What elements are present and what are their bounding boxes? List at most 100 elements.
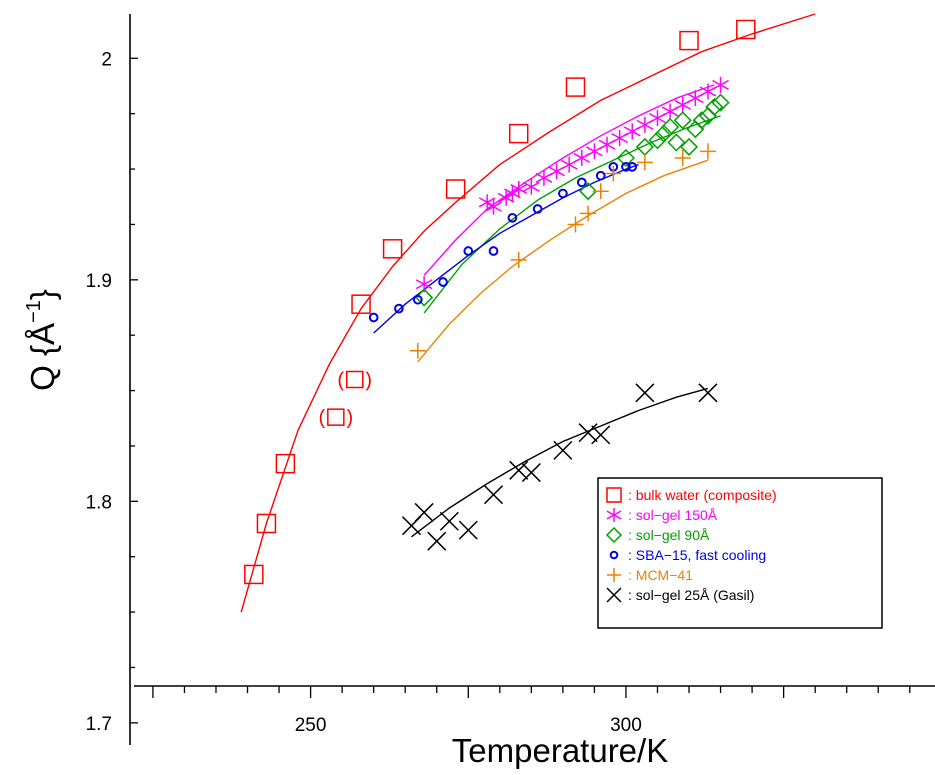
circle-mark xyxy=(558,188,568,199)
x-marker xyxy=(509,460,529,480)
x-stroke-b xyxy=(635,383,655,403)
x-tick-label: 300 xyxy=(610,715,642,736)
plus-marker xyxy=(592,183,609,200)
circle-marker xyxy=(576,177,587,188)
plus-marker xyxy=(699,143,716,160)
circle-marker xyxy=(558,188,568,199)
star-marker xyxy=(586,143,603,160)
star-d2 xyxy=(606,510,622,520)
circle-mark xyxy=(595,170,606,181)
plus-marker xyxy=(510,251,527,268)
square-bracketed-marker: () xyxy=(318,407,353,429)
legend-label: : MCM−41 xyxy=(628,567,693,583)
square-mark xyxy=(327,408,345,426)
x-stroke-b xyxy=(698,383,718,403)
x-marker xyxy=(578,423,598,443)
square-marker xyxy=(445,179,466,199)
x-marker xyxy=(698,383,718,403)
close-paren: ) xyxy=(365,370,372,392)
x-stroke-b xyxy=(606,587,622,603)
x-stroke-b xyxy=(427,531,447,551)
x-tick-label: 250 xyxy=(295,715,327,736)
diamond-marker xyxy=(579,182,598,201)
square-bracketed-marker: () xyxy=(337,370,372,392)
circle-mark xyxy=(463,246,474,256)
diamond-marker xyxy=(661,117,680,137)
star-marker xyxy=(504,185,521,202)
square-mark xyxy=(736,19,756,40)
y-tick-label: 1.7 xyxy=(86,714,112,735)
square-mark xyxy=(275,453,296,474)
square-marker xyxy=(679,30,699,51)
square-mark xyxy=(508,123,529,144)
diamond-marker xyxy=(679,137,699,156)
star-marker xyxy=(573,149,591,166)
circle-mark xyxy=(412,294,423,305)
square-mark xyxy=(606,487,622,503)
plus-marker xyxy=(580,205,597,222)
circle-marker xyxy=(463,246,474,256)
diamond-marker xyxy=(705,97,724,117)
x-marker xyxy=(635,383,655,403)
star-marker xyxy=(636,116,654,133)
x-stroke-b xyxy=(509,460,529,480)
star-marker xyxy=(686,90,704,107)
plus-marker xyxy=(605,165,622,182)
square-mark xyxy=(382,239,403,259)
x-marker xyxy=(427,531,447,551)
circle-marker xyxy=(368,312,379,323)
legend-items: : bulk water (composite): sol−gel 150Å: … xyxy=(605,487,777,603)
circle-mark xyxy=(621,161,631,172)
diamond-mark xyxy=(654,124,673,143)
series-4-points xyxy=(368,161,638,323)
x-stroke-b xyxy=(553,440,573,460)
legend-label: : sol−gel 150Å xyxy=(628,507,718,523)
legend: : bulk water (composite): sol−gel 150Å: … xyxy=(597,477,883,629)
circle-marker xyxy=(412,294,423,305)
star-marker xyxy=(598,136,616,153)
star-d2 xyxy=(497,192,515,203)
x-marker xyxy=(521,463,541,483)
fit-line-5 xyxy=(417,159,709,363)
square-mark xyxy=(351,294,371,314)
plus-marker xyxy=(567,216,584,233)
diamond-marker xyxy=(692,111,711,130)
star-marker xyxy=(649,110,666,127)
star-marker xyxy=(560,156,578,173)
diamond-marker xyxy=(415,288,434,307)
fit-line-6 xyxy=(411,387,709,538)
square-mark xyxy=(565,77,586,97)
series-5-points xyxy=(409,143,716,359)
star-d2 xyxy=(504,188,521,199)
star-marker xyxy=(674,96,692,113)
circle-mark xyxy=(627,161,638,172)
circle-mark xyxy=(488,246,499,256)
diamond-mark xyxy=(605,526,623,544)
diamond-mark xyxy=(705,97,724,117)
star-d2 xyxy=(510,183,528,195)
square-marker xyxy=(382,239,403,259)
square-marker xyxy=(736,19,756,40)
square-marker xyxy=(565,77,586,97)
diamond-mark xyxy=(673,111,692,130)
star-marker xyxy=(699,83,717,100)
star-marker xyxy=(611,130,629,147)
diamond-mark xyxy=(648,131,667,150)
x-marker xyxy=(458,520,478,540)
diamond-mark xyxy=(711,93,730,112)
close-paren: ) xyxy=(346,407,353,429)
x-stroke-b xyxy=(439,511,459,531)
series-2-points xyxy=(415,76,729,293)
data-markers: () () xyxy=(244,19,756,585)
diamond-mark xyxy=(616,148,636,168)
diamond-mark xyxy=(415,288,434,307)
x-marker xyxy=(553,440,573,460)
y-axis-title-close: } xyxy=(24,289,61,300)
square-mark xyxy=(679,30,699,51)
axes: 1.7 1.8 1.9 2 250 300 xyxy=(86,14,935,745)
fit-line-2 xyxy=(423,84,715,276)
star-marker xyxy=(623,123,641,140)
y-tick-label: 1.9 xyxy=(86,271,112,292)
x-stroke-b xyxy=(521,463,541,483)
